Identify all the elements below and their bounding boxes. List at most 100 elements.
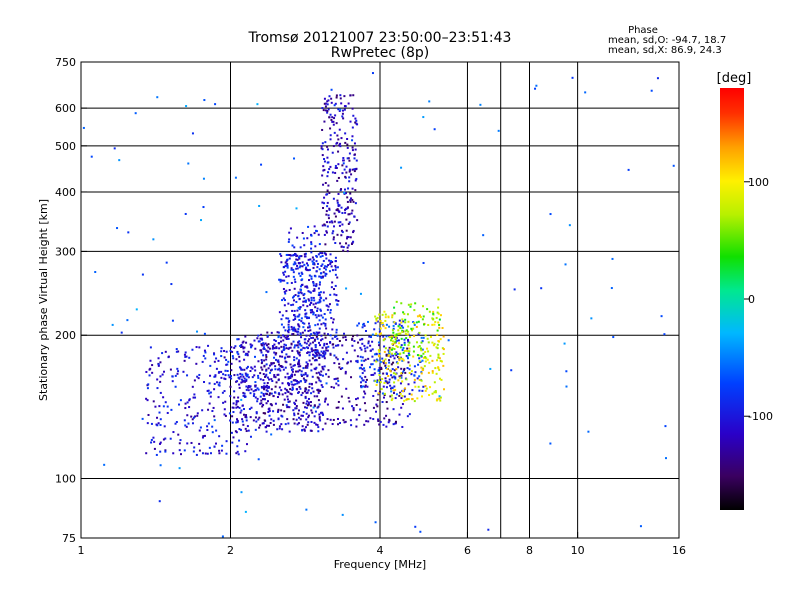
- data-point: [408, 413, 411, 416]
- data-point: [193, 393, 196, 396]
- data-point: [257, 334, 260, 337]
- data-point: [184, 351, 187, 354]
- data-point: [355, 418, 358, 421]
- data-point: [253, 393, 256, 396]
- data-point: [323, 344, 326, 347]
- data-point: [298, 351, 301, 354]
- data-point: [232, 411, 235, 414]
- data-point: [565, 370, 568, 373]
- data-point: [312, 353, 315, 356]
- data-point: [282, 273, 285, 276]
- data-point: [364, 347, 367, 350]
- data-point: [201, 409, 204, 412]
- data-point: [345, 207, 348, 210]
- data-point: [326, 403, 329, 406]
- data-point: [290, 268, 293, 271]
- data-point: [280, 423, 283, 426]
- data-point: [344, 132, 347, 135]
- data-point: [234, 345, 237, 348]
- data-point: [336, 134, 339, 137]
- data-point: [281, 314, 284, 317]
- data-point: [394, 335, 397, 338]
- data-point: [304, 252, 307, 255]
- data-point: [242, 347, 245, 350]
- data-point: [380, 368, 383, 371]
- data-point: [224, 378, 227, 381]
- data-point: [384, 358, 387, 361]
- data-point: [258, 416, 261, 419]
- data-point: [329, 253, 332, 256]
- data-point: [193, 416, 196, 419]
- data-point: [241, 418, 244, 421]
- data-point: [409, 336, 412, 339]
- data-point: [277, 341, 280, 344]
- data-point: [318, 293, 321, 296]
- data-point: [395, 354, 398, 357]
- data-point: [277, 336, 280, 339]
- data-point: [296, 423, 299, 426]
- data-point: [375, 332, 378, 335]
- data-point: [343, 95, 346, 98]
- data-point: [412, 350, 415, 353]
- data-point: [324, 324, 327, 327]
- data-point: [356, 355, 359, 358]
- data-point: [407, 330, 410, 333]
- data-point: [204, 452, 207, 455]
- data-point: [344, 372, 347, 375]
- data-point: [331, 171, 334, 174]
- data-point: [253, 365, 256, 368]
- data-point: [407, 383, 410, 386]
- data-point: [265, 373, 268, 376]
- data-point: [356, 123, 359, 126]
- phase-stats-o: mean, sd,O: -94.7, 18.7: [608, 35, 726, 46]
- data-point: [326, 156, 329, 159]
- data-point: [438, 326, 441, 329]
- data-point: [342, 159, 345, 162]
- data-point: [315, 260, 318, 263]
- data-point: [301, 231, 304, 234]
- data-point: [264, 375, 267, 378]
- data-point: [343, 168, 346, 171]
- data-point: [332, 418, 335, 421]
- data-point: [273, 347, 276, 350]
- data-point: [203, 99, 206, 102]
- data-point: [155, 423, 158, 426]
- data-point: [262, 392, 265, 395]
- data-point: [159, 375, 162, 378]
- data-point: [209, 391, 212, 394]
- data-point: [336, 233, 339, 236]
- data-point: [424, 385, 427, 388]
- data-point: [299, 387, 302, 390]
- data-point: [549, 213, 552, 216]
- data-point: [535, 84, 538, 87]
- data-point: [383, 393, 386, 396]
- data-point: [213, 445, 216, 448]
- data-point: [246, 373, 249, 376]
- data-point: [313, 339, 316, 342]
- data-point: [303, 347, 306, 350]
- chart-subtitle: RwPretec (8p): [331, 45, 429, 61]
- data-point: [388, 359, 391, 362]
- data-point: [376, 398, 379, 401]
- data-point: [344, 192, 347, 195]
- data-point: [265, 355, 268, 358]
- data-point: [319, 380, 322, 383]
- data-point: [418, 354, 421, 357]
- data-point: [284, 344, 287, 347]
- data-point: [260, 337, 263, 340]
- data-point: [277, 408, 280, 411]
- data-point: [394, 388, 397, 391]
- data-point: [401, 357, 404, 360]
- data-point: [324, 318, 327, 321]
- data-point: [391, 337, 394, 340]
- data-point: [404, 321, 407, 324]
- data-point: [412, 345, 415, 348]
- data-point: [301, 414, 304, 417]
- data-point: [355, 425, 358, 428]
- data-point: [424, 389, 427, 392]
- data-point: [258, 426, 261, 429]
- data-point: [275, 381, 278, 384]
- data-point: [296, 380, 299, 383]
- data-point: [405, 378, 408, 381]
- data-point: [260, 366, 263, 369]
